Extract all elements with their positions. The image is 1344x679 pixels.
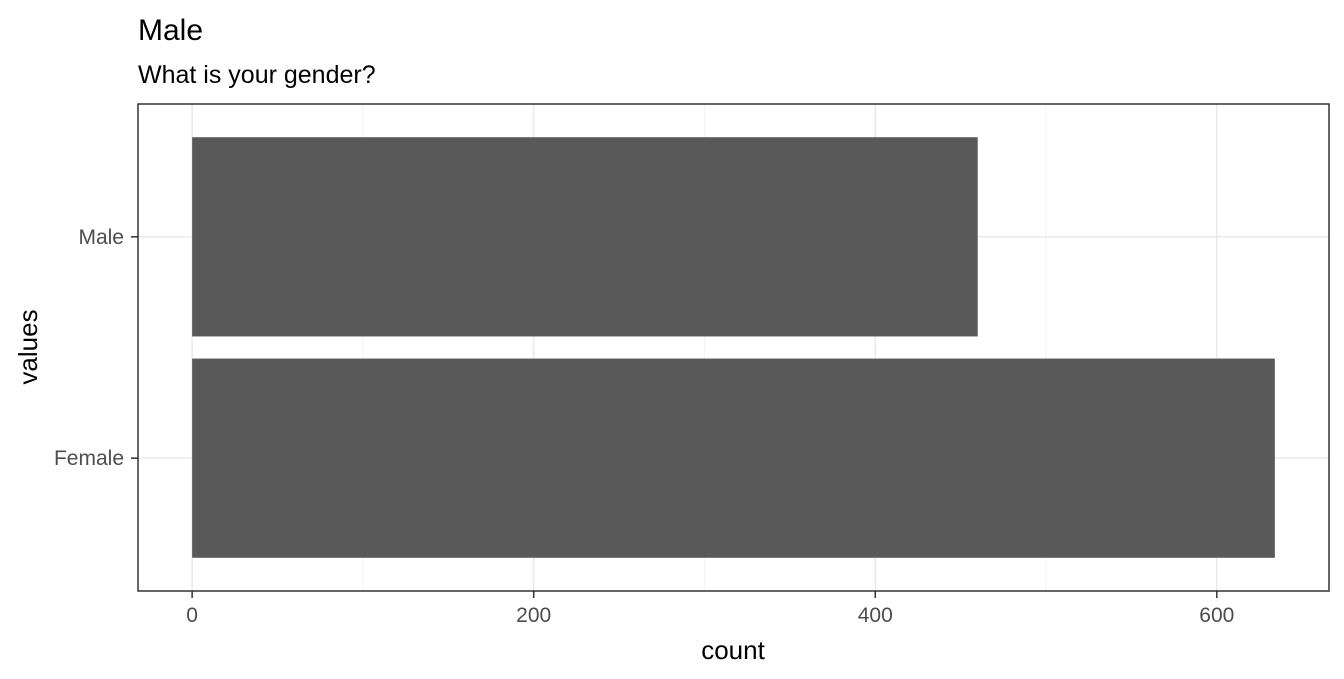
bar-female <box>192 358 1275 558</box>
x-tick-label: 400 <box>858 604 893 627</box>
axes: Male Female 0 200 400 600 <box>54 226 1234 627</box>
chart-title: Male <box>138 14 203 47</box>
bar-male <box>192 137 978 337</box>
x-tick-label: 200 <box>516 604 551 627</box>
y-axis-title: values <box>13 309 43 384</box>
panel-border <box>137 103 1330 592</box>
x-axis-title: count <box>701 635 765 665</box>
bars <box>192 137 1275 558</box>
x-tick-label: 600 <box>1199 604 1234 627</box>
chart-subtitle: What is your gender? <box>138 61 376 89</box>
x-tick-label: 0 <box>186 604 198 627</box>
y-tick-label: Female <box>54 447 124 470</box>
y-tick-label: Male <box>78 226 124 249</box>
